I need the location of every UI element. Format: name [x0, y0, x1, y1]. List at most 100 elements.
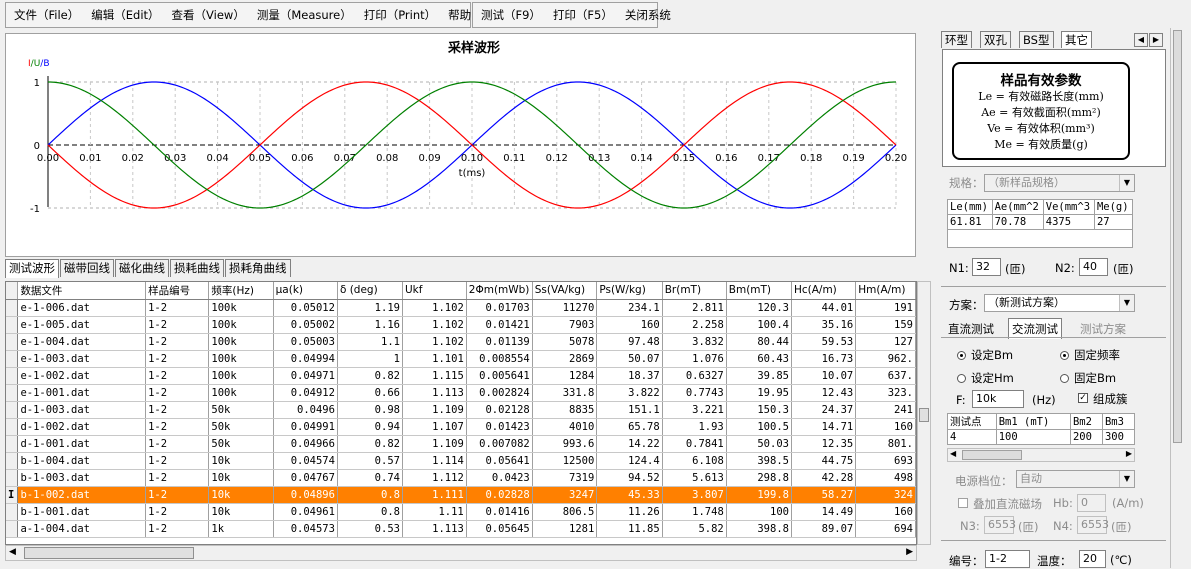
- table-cell[interactable]: 1-2: [145, 401, 210, 419]
- n3-input[interactable]: 6553: [984, 516, 1016, 534]
- table-row[interactable]: e-1-005.dat 1-2 100k 0.05002 1.16 1.102 0.0142…: [6, 316, 916, 334]
- table-cell[interactable]: 100k: [208, 384, 274, 402]
- table-cell[interactable]: 1.111: [402, 486, 467, 504]
- table-cell[interactable]: 0.05012: [273, 299, 338, 317]
- group-checkbox[interactable]: ✓: [1078, 393, 1088, 403]
- table-cell[interactable]: 1284: [532, 367, 598, 385]
- table-cell[interactable]: 1-2: [145, 435, 210, 453]
- table-cell[interactable]: 18.37: [596, 367, 663, 385]
- table-cell[interactable]: 65.78: [596, 418, 663, 436]
- table-cell[interactable]: 1-2: [145, 299, 210, 317]
- table-cell[interactable]: 191: [855, 299, 916, 317]
- column-header[interactable]: Ukf: [402, 282, 467, 300]
- table-cell[interactable]: 59.53: [791, 333, 857, 351]
- table-cell[interactable]: 324: [855, 486, 916, 504]
- table-cell[interactable]: 1.109: [402, 435, 467, 453]
- column-header[interactable]: Hc(A/m): [791, 282, 857, 300]
- menu-print[interactable]: 打印（Print）: [363, 8, 437, 22]
- table-cell[interactable]: 14.71: [791, 418, 857, 436]
- table-cell[interactable]: 234.1: [596, 299, 663, 317]
- table-row[interactable]: e-1-004.dat 1-2 100k 0.05003 1.1 1.102 0.01139…: [6, 333, 916, 351]
- table-cell[interactable]: 12.43: [791, 384, 857, 402]
- table-cell[interactable]: 498: [855, 469, 916, 487]
- table-cell[interactable]: 2.811: [662, 299, 727, 317]
- table-cell[interactable]: 5078: [532, 333, 598, 351]
- table-cell[interactable]: 3.832: [662, 333, 727, 351]
- column-header[interactable]: μa(k): [273, 282, 338, 300]
- table-cell[interactable]: 0.04991: [273, 418, 338, 436]
- row-indicator[interactable]: [6, 333, 19, 351]
- print-button[interactable]: 打印（F5）: [552, 8, 613, 22]
- table-cell[interactable]: 0.05002: [273, 316, 338, 334]
- points-value-cell[interactable]: 300: [1101, 429, 1136, 445]
- table-cell[interactable]: 199.8: [726, 486, 792, 504]
- tab-test-plan[interactable]: 测试方案: [1080, 322, 1126, 336]
- table-cell[interactable]: 0.007082: [466, 435, 533, 453]
- column-header[interactable]: Ss(VA/kg): [532, 282, 598, 300]
- table-cell[interactable]: d-1-003.dat: [17, 401, 147, 419]
- table-cell[interactable]: 160: [855, 418, 916, 436]
- table-cell[interactable]: 11.85: [596, 520, 663, 538]
- tab-ac-test[interactable]: 交流测试: [1008, 318, 1062, 339]
- column-header[interactable]: 频率(Hz): [208, 282, 274, 300]
- test-button[interactable]: 测试（F9）: [481, 8, 541, 22]
- table-cell[interactable]: 44.01: [791, 299, 857, 317]
- plan-select[interactable]: （新测试方案） ▼: [984, 294, 1135, 312]
- hb-input[interactable]: 0: [1077, 494, 1106, 512]
- table-row[interactable]: b-1-004.dat 1-2 10k 0.04574 0.57 1.114 0.05641…: [6, 452, 916, 470]
- table-cell[interactable]: 14.49: [791, 503, 857, 521]
- table-cell[interactable]: 398.8: [726, 520, 792, 538]
- table-cell[interactable]: 0.57: [337, 452, 403, 470]
- tab-prev-icon[interactable]: ◀: [1134, 33, 1148, 47]
- table-cell[interactable]: 1-2: [145, 384, 210, 402]
- table-cell[interactable]: 801.: [855, 435, 916, 453]
- table-cell[interactable]: 0.04971: [273, 367, 338, 385]
- table-cell[interactable]: 1-2: [145, 486, 210, 504]
- tab-loss-curve[interactable]: 损耗曲线: [170, 259, 224, 277]
- table-cell[interactable]: 2869: [532, 350, 598, 368]
- table-cell[interactable]: 11270: [532, 299, 598, 317]
- table-vertical-scrollbar[interactable]: [917, 281, 931, 545]
- table-row[interactable]: b-1-001.dat 1-2 10k 0.04961 0.8 1.11 0.01416 80…: [6, 503, 916, 521]
- n2-input[interactable]: 40: [1079, 258, 1108, 276]
- menu-measure[interactable]: 测量（Measure）: [256, 8, 352, 22]
- table-cell[interactable]: 0.82: [337, 435, 403, 453]
- right-panel-scrollbar[interactable]: [1170, 28, 1184, 568]
- table-cell[interactable]: 993.6: [532, 435, 598, 453]
- table-cell[interactable]: 1.16: [337, 316, 403, 334]
- sample-params-table[interactable]: Le(mm) Ae(mm^2 Ve(mm^3 Me(g) 61.81 70.78 4375…: [947, 199, 1134, 248]
- table-cell[interactable]: 2.258: [662, 316, 727, 334]
- table-cell[interactable]: 0.82: [337, 367, 403, 385]
- table-cell[interactable]: 3.807: [662, 486, 727, 504]
- table-cell[interactable]: 1-2: [145, 452, 210, 470]
- table-cell[interactable]: 1-2: [145, 350, 210, 368]
- row-indicator[interactable]: [6, 520, 19, 538]
- table-cell[interactable]: 127: [855, 333, 916, 351]
- table-cell[interactable]: b-1-001.dat: [17, 503, 147, 521]
- test-points-row[interactable]: 4 100 200 300: [947, 429, 1136, 445]
- row-indicator[interactable]: [6, 452, 19, 470]
- table-cell[interactable]: 0.8: [337, 503, 403, 521]
- table-cell[interactable]: 151.1: [596, 401, 663, 419]
- table-cell[interactable]: 1.076: [662, 350, 727, 368]
- table-cell[interactable]: 0.04574: [273, 452, 338, 470]
- table-cell[interactable]: 10k: [208, 469, 274, 487]
- column-header[interactable]: Ps(W/kg): [596, 282, 663, 300]
- table-cell[interactable]: 10k: [208, 503, 274, 521]
- table-cell[interactable]: 4010: [532, 418, 598, 436]
- tab-waveform[interactable]: 测试波形: [5, 259, 59, 278]
- table-cell[interactable]: 16.73: [791, 350, 857, 368]
- points-value-cell[interactable]: 200: [1069, 429, 1103, 445]
- table-cell[interactable]: 39.85: [726, 367, 792, 385]
- table-cell[interactable]: 0.04961: [273, 503, 338, 521]
- table-cell[interactable]: e-1-003.dat: [17, 350, 147, 368]
- table-cell[interactable]: 0.04767: [273, 469, 338, 487]
- table-cell[interactable]: 1.748: [662, 503, 727, 521]
- table-cell[interactable]: 398.5: [726, 452, 792, 470]
- table-cell[interactable]: 7319: [532, 469, 598, 487]
- table-cell[interactable]: 50.03: [726, 435, 792, 453]
- row-indicator[interactable]: [6, 469, 19, 487]
- row-indicator[interactable]: [6, 384, 19, 402]
- power-select[interactable]: 自动 ▼: [1016, 470, 1135, 488]
- table-cell[interactable]: 150.3: [726, 401, 792, 419]
